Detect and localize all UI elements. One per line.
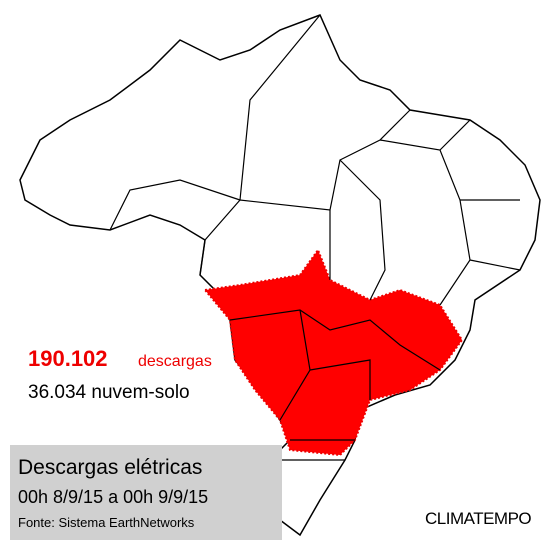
total-unit: descargas [138, 353, 212, 370]
caption-source: Fonte: Sistema EarthNetworks [18, 515, 195, 530]
total-value: 190.102 [28, 346, 108, 371]
state-borders [109, 14, 521, 461]
caption-period: 00h 8/9/15 a 00h 9/9/15 [18, 487, 208, 507]
brand-logo: CLIMATEMPO [425, 509, 531, 528]
caption-title: Descargas elétricas [18, 456, 202, 479]
caption-box [10, 445, 282, 540]
lightning-area [203, 247, 464, 457]
cloud-ground: 36.034 nuvem-solo [28, 382, 190, 403]
